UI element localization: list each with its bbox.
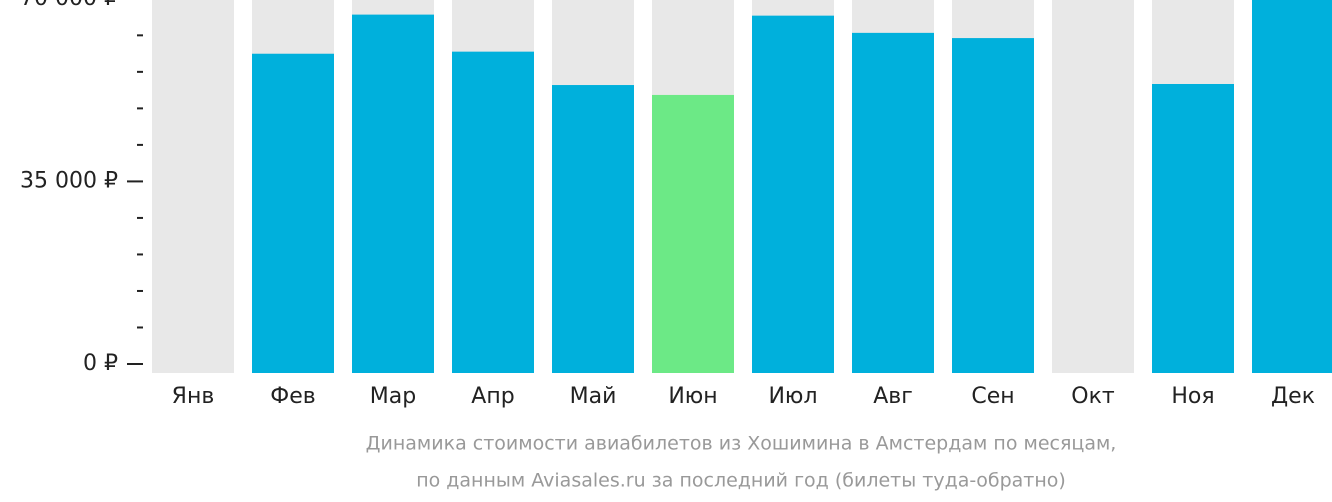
bar [652, 94, 734, 373]
x-tick-label: Фев [270, 384, 315, 409]
x-tick-label: Мар [370, 384, 416, 409]
bar [352, 14, 434, 373]
x-tick-label: Янв [172, 384, 215, 409]
bar-background [1052, 0, 1134, 373]
x-tick-label: Дек [1271, 384, 1315, 409]
x-tick-label: Июл [768, 384, 817, 409]
bar [752, 15, 834, 373]
bar [852, 32, 934, 374]
x-tick-label: Авг [873, 384, 913, 409]
x-tick-label: Май [570, 384, 617, 409]
caption: по данным Aviasales.ru за последний год … [416, 470, 1066, 492]
x-tick-label: Апр [471, 384, 514, 409]
x-tick-label: Ноя [1171, 384, 1214, 409]
bar-background [152, 0, 234, 373]
x-tick-label: Июн [668, 384, 717, 409]
bar [252, 53, 334, 373]
x-tick-label: Окт [1071, 384, 1115, 409]
bar [452, 51, 534, 374]
bar [952, 38, 1034, 373]
bar [1152, 83, 1234, 374]
y-tick-label: 35 000 ₽ [20, 168, 118, 193]
y-tick-label: 0 ₽ [83, 351, 118, 376]
bar [552, 85, 634, 373]
bar [1252, 0, 1332, 373]
y-tick-label: 70 000 ₽ [20, 0, 118, 11]
caption: Динамика стоимости авиабилетов из Хошими… [366, 433, 1117, 455]
x-tick-label: Сен [971, 384, 1014, 409]
